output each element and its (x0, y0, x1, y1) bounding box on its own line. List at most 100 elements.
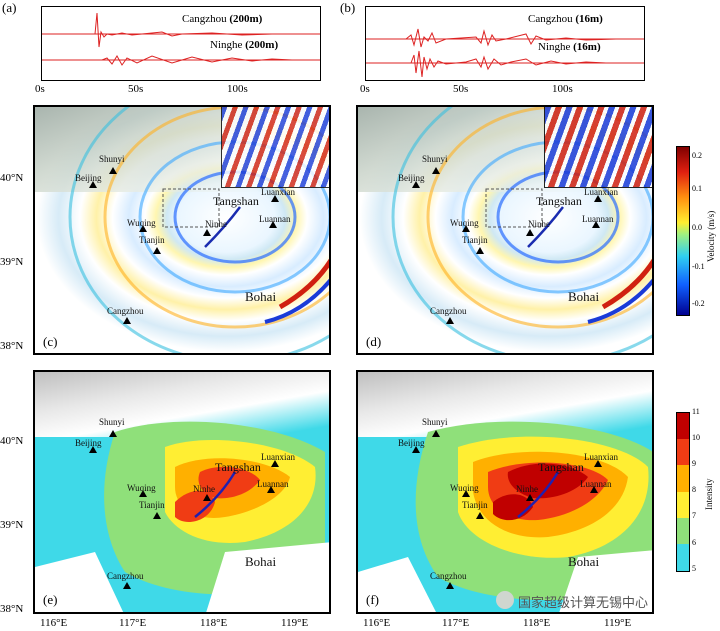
lat-label-38-bottom: 38°N (0, 603, 24, 615)
city-label-shunyi-d: Shunyi (422, 154, 448, 164)
city-label-beijing-d: Beijing (398, 173, 425, 183)
city-label-luanxian-f: Luanxian (584, 452, 618, 462)
sea-label-bohai-f: Bohai (568, 554, 600, 569)
wavefield-d (391, 107, 652, 353)
time-tick-a-100: 100s (227, 83, 248, 95)
city-label-tangshan-c: Tangshan (213, 194, 259, 208)
station-marker-tianjin-d (476, 247, 484, 254)
station-marker-luannan-d (592, 221, 600, 228)
city-label-wuqing-e: Wuqing (127, 483, 156, 493)
station-marker-luannan-e (267, 486, 275, 493)
lon-label-116-e: 116°E (40, 617, 68, 629)
panel-d-letter: (d) (364, 334, 384, 350)
lon-label-119-f: 119°E (604, 617, 632, 629)
station-marker-luanxian-c (271, 195, 279, 202)
panel-e-letter: (e) (41, 592, 60, 608)
time-tick-b-50: 50s (453, 83, 469, 95)
intensity-tick-11: 11 (692, 407, 700, 416)
station-marker-shunyi-e (109, 430, 117, 437)
station-marker-wuqing-e (139, 490, 147, 497)
city-label-tianjin-f: Tianjin (462, 500, 488, 510)
velocity-tick-2: 0.0 (692, 223, 702, 232)
sea-label-bohai-e: Bohai (245, 554, 277, 569)
city-label-cangzhou-e: Cangzhou (107, 571, 144, 581)
city-label-shunyi-e: Shunyi (99, 417, 125, 427)
lon-label-119-e: 119°E (281, 617, 309, 629)
station-marker-luanxian-d (594, 195, 602, 202)
city-label-luanxian-d: Luanxian (584, 187, 618, 197)
city-label-luanxian-e: Luanxian (261, 452, 295, 462)
station-marker-wuqing-f (462, 490, 470, 497)
intensity-colorbar (676, 412, 690, 572)
city-label-ninhe-e: Ninhe (193, 484, 215, 494)
station-marker-cangzhou-c (123, 317, 131, 324)
city-label-ninhe-c: Ninhe (205, 219, 227, 229)
intensity-tick-6: 6 (692, 538, 696, 547)
station-marker-luanxian-f (594, 460, 602, 467)
panel-a-letter: (a) (2, 0, 17, 15)
city-label-tangshan-d: Tangshan (536, 194, 582, 208)
station-marker-luannan-c (269, 221, 277, 228)
city-label-luannan-e: Luannan (257, 479, 289, 489)
lat-label-38-top: 38°N (0, 340, 24, 352)
lat-label-40-top: 40°N (0, 172, 24, 184)
city-label-shunyi-c: Shunyi (99, 154, 125, 164)
city-label-ninhe-d: Ninhe (528, 219, 550, 229)
city-label-beijing-f: Beijing (398, 438, 425, 448)
intensity-tick-7: 7 (692, 511, 696, 520)
city-label-cangzhou-f: Cangzhou (430, 571, 467, 581)
wavefield-c (68, 107, 329, 353)
city-label-cangzhou-d: Cangzhou (430, 306, 467, 316)
sea-label-bohai-d: Bohai (568, 289, 600, 304)
time-tick-a-50: 50s (128, 83, 144, 95)
station-marker-cangzhou-f (446, 582, 454, 589)
station-marker-luannan-f (590, 486, 598, 493)
intensity-swatch-8 (677, 491, 689, 518)
velocity-colorbar-title: Velocity (m/s) (706, 210, 716, 262)
intensity-map-f: Shunyi Beijing Luanxian Tangshan Luannan… (356, 370, 654, 614)
intensity-map-e: Shunyi Beijing Luanxian Tangshan Luannan… (33, 370, 331, 614)
city-label-luannan-f: Luannan (580, 479, 612, 489)
time-tick-b-0: 0s (360, 83, 370, 95)
trace-label-b2: Ninghe (16m) (538, 41, 601, 53)
lon-label-117-e: 117°E (119, 617, 147, 629)
city-label-beijing-e: Beijing (75, 438, 102, 448)
lon-label-117-f: 117°E (442, 617, 470, 629)
station-marker-ninhe-c (203, 229, 211, 236)
velocity-map-d: Shunyi Beijing Luanxian Tangshan Luannan… (356, 105, 654, 355)
station-marker-wuqing-c (139, 225, 147, 232)
panel-b-letter: (b) (340, 0, 356, 15)
city-label-cangzhou-c: Cangzhou (107, 306, 144, 316)
station-marker-ninhe-d (526, 229, 534, 236)
city-label-luanxian-c: Luanxian (261, 187, 295, 197)
city-label-wuqing-c: Wuqing (127, 218, 156, 228)
intensity-zones-f (358, 421, 652, 612)
watermark-text: 国家超级计算无锡中心 (518, 596, 649, 611)
velocity-map-c: Shunyi Beijing Luanxian Tangshan Luannan… (33, 105, 331, 355)
city-label-beijing-c: Beijing (75, 173, 102, 183)
intensity-swatch-9 (677, 465, 689, 492)
sea-label-bohai-c: Bohai (245, 289, 277, 304)
lat-label-40-bottom: 40°N (0, 435, 24, 447)
waveform-traces-a (42, 12, 320, 66)
station-marker-ninhe-f (526, 494, 534, 501)
intensity-tick-5: 5 (692, 564, 696, 573)
intensity-swatch-7 (677, 517, 689, 545)
city-label-tianjin-d: Tianjin (462, 235, 488, 245)
intensity-tick-9: 9 (692, 459, 696, 468)
intensity-swatch-6 (677, 544, 689, 571)
lon-label-118-f: 118°E (523, 617, 551, 629)
intensity-tick-10: 10 (692, 433, 700, 442)
station-marker-shunyi-c (109, 167, 117, 174)
city-label-luannan-c: Luannan (259, 214, 291, 224)
lon-label-116-f: 116°E (363, 617, 391, 629)
lat-label-39-bottom: 39°N (0, 519, 24, 531)
station-marker-tianjin-c (153, 247, 161, 254)
station-marker-cangzhou-d (446, 317, 454, 324)
intensity-zones-e (35, 421, 329, 612)
velocity-tick-0: 0.2 (692, 151, 702, 160)
intensity-swatch-11 (677, 413, 689, 440)
station-marker-wuqing-d (462, 225, 470, 232)
time-tick-a-0: 0s (35, 83, 45, 95)
intensity-tick-8: 8 (692, 485, 696, 494)
